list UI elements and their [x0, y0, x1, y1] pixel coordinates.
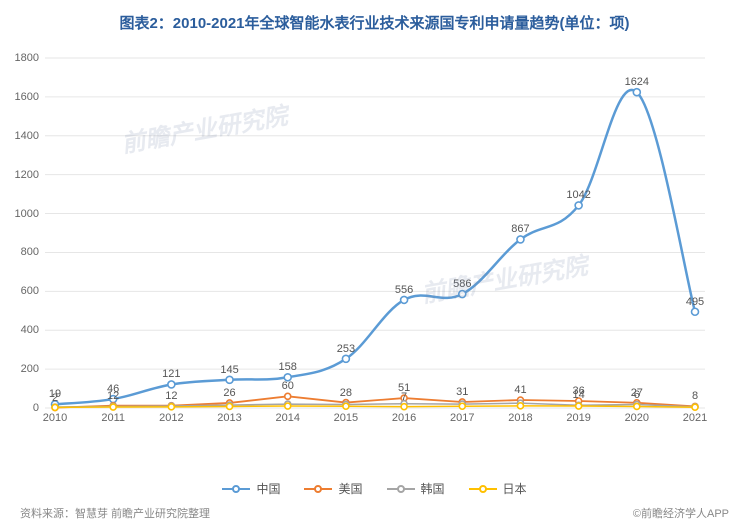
data-label: 253 [337, 343, 355, 355]
data-label: 41 [514, 384, 526, 396]
y-tick-label: 1200 [5, 169, 39, 181]
data-label: 60 [282, 380, 294, 392]
legend-marker-icon [232, 485, 240, 493]
y-tick-label: 200 [5, 363, 39, 375]
y-tick-label: 1600 [5, 91, 39, 103]
x-tick-label: 2017 [442, 412, 482, 424]
data-label: 8 [692, 390, 698, 402]
x-tick-label: 2015 [326, 412, 366, 424]
legend-line-icon [469, 488, 497, 490]
copyright-text: ©前瞻经济学人APP [633, 505, 729, 521]
legend-marker-icon [314, 485, 322, 493]
x-tick-label: 2021 [675, 412, 715, 424]
data-label: 7 [401, 391, 407, 403]
data-label: 28 [340, 387, 352, 399]
legend-label: 中国 [256, 480, 280, 497]
legend-marker-icon [397, 485, 405, 493]
x-tick-label: 2012 [151, 412, 191, 424]
legend-item: 日本 [469, 480, 527, 497]
source-text: 资料来源：智慧芽 前瞻产业研究院整理 [20, 505, 210, 521]
data-label: 145 [220, 364, 238, 376]
x-tick-label: 2013 [210, 412, 250, 424]
data-label: 14 [573, 389, 585, 401]
y-tick-label: 1800 [5, 52, 39, 64]
data-label: 586 [453, 278, 471, 290]
y-tick-label: 400 [5, 324, 39, 336]
legend-item: 美国 [304, 480, 362, 497]
x-tick-label: 2011 [93, 412, 133, 424]
data-label: 867 [511, 223, 529, 235]
y-tick-label: 800 [5, 246, 39, 258]
data-label: 1624 [625, 76, 649, 88]
source-body: 智慧芽 前瞻产业研究院整理 [75, 508, 210, 520]
y-tick-label: 1000 [5, 208, 39, 220]
legend-label: 韩国 [421, 480, 445, 497]
y-tick-label: 600 [5, 285, 39, 297]
y-tick-label: 1400 [5, 130, 39, 142]
x-tick-label: 2019 [559, 412, 599, 424]
legend-line-icon [222, 488, 250, 490]
legend-label: 日本 [503, 480, 527, 497]
x-tick-label: 2014 [268, 412, 308, 424]
x-tick-label: 2018 [500, 412, 540, 424]
legend-marker-icon [479, 485, 487, 493]
data-label: 31 [456, 386, 468, 398]
data-label: 26 [223, 387, 235, 399]
x-tick-label: 2010 [35, 412, 75, 424]
legend-label: 美国 [338, 480, 362, 497]
legend-line-icon [304, 488, 332, 490]
data-label: 12 [165, 390, 177, 402]
legend-item: 韩国 [387, 480, 445, 497]
legend-item: 中国 [222, 480, 280, 497]
data-label: 495 [686, 296, 704, 308]
data-label: 556 [395, 284, 413, 296]
y-tick-label: 0 [5, 402, 39, 414]
chart-svg [45, 48, 705, 428]
source-prefix: 资料来源： [20, 508, 75, 520]
data-label: 12 [107, 390, 119, 402]
x-tick-label: 2020 [617, 412, 657, 424]
chart-title: 图表2：2010-2021年全球智能水表行业技术来源国专利申请量趋势(单位：项) [0, 0, 749, 33]
legend: 中国 美国 韩国 日本 [0, 479, 749, 498]
data-label: 158 [279, 361, 297, 373]
legend-line-icon [387, 488, 415, 490]
data-label: 6 [634, 389, 640, 401]
data-label: 2 [52, 392, 58, 404]
data-label: 1042 [566, 189, 590, 201]
chart-area: 0200400600800100012001400160018002010201… [45, 48, 705, 433]
x-tick-label: 2016 [384, 412, 424, 424]
data-label: 121 [162, 368, 180, 380]
